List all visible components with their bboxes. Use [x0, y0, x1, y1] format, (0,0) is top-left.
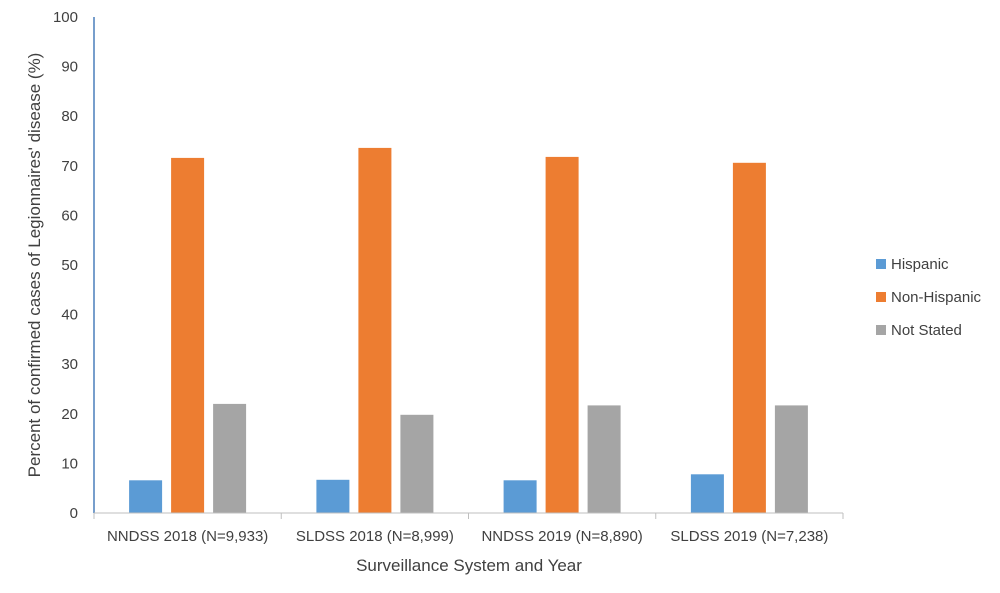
y-axis-title: Percent of confirmed cases of Legionnair…: [25, 53, 44, 478]
bar-hispanic-1: [316, 479, 350, 513]
axes-layer: 0 10 20 30 40 50 60 70 80 90 100 NNDSS 2018 (N=9,93…: [53, 9, 844, 545]
x-axis-title: Surveillance System and Year: [356, 556, 582, 575]
bar-non-hispanic-1: [358, 147, 392, 513]
legend-label: Non-Hispanic: [891, 289, 982, 306]
y-tick-label: 30: [61, 356, 78, 373]
bar-not-stated-3: [774, 405, 808, 513]
bar-non-hispanic-2: [545, 156, 579, 513]
x-tick-label: SLDSS 2018 (N=8,999): [296, 528, 454, 545]
x-tick-label: NNDSS 2019 (N=8,890): [481, 528, 642, 545]
legend-swatch: [876, 259, 886, 269]
y-tick-label: 100: [53, 9, 78, 26]
bar-not-stated-1: [400, 414, 434, 513]
x-tick-label: SLDSS 2019 (N=7,238): [670, 528, 828, 545]
y-tick-label: 60: [61, 207, 78, 224]
y-tick-label: 40: [61, 307, 78, 324]
legend-swatch: [876, 292, 886, 302]
bar-hispanic-2: [503, 480, 537, 513]
y-tick-label: 10: [61, 455, 78, 472]
bar-non-hispanic-0: [171, 157, 205, 513]
bars-layer: [129, 147, 808, 514]
y-tick-label: 0: [70, 505, 78, 522]
bar-non-hispanic-3: [732, 162, 766, 514]
bar-not-stated-2: [587, 405, 621, 513]
bar-hispanic-0: [129, 480, 163, 513]
y-tick-label: 70: [61, 158, 78, 175]
y-tick-label: 90: [61, 59, 78, 76]
legend-label: Hispanic: [891, 256, 949, 273]
y-tick-label: 80: [61, 108, 78, 125]
legend-label: Not Stated: [891, 322, 962, 339]
x-tick-label: NNDSS 2018 (N=9,933): [107, 528, 268, 545]
legend: Hispanic Non-Hispanic Not Stated: [876, 256, 982, 339]
y-tick-label: 50: [61, 257, 78, 274]
bar-hispanic-3: [690, 474, 724, 513]
bar-not-stated-0: [213, 403, 247, 513]
y-tick-label: 20: [61, 406, 78, 423]
legend-swatch: [876, 325, 886, 335]
